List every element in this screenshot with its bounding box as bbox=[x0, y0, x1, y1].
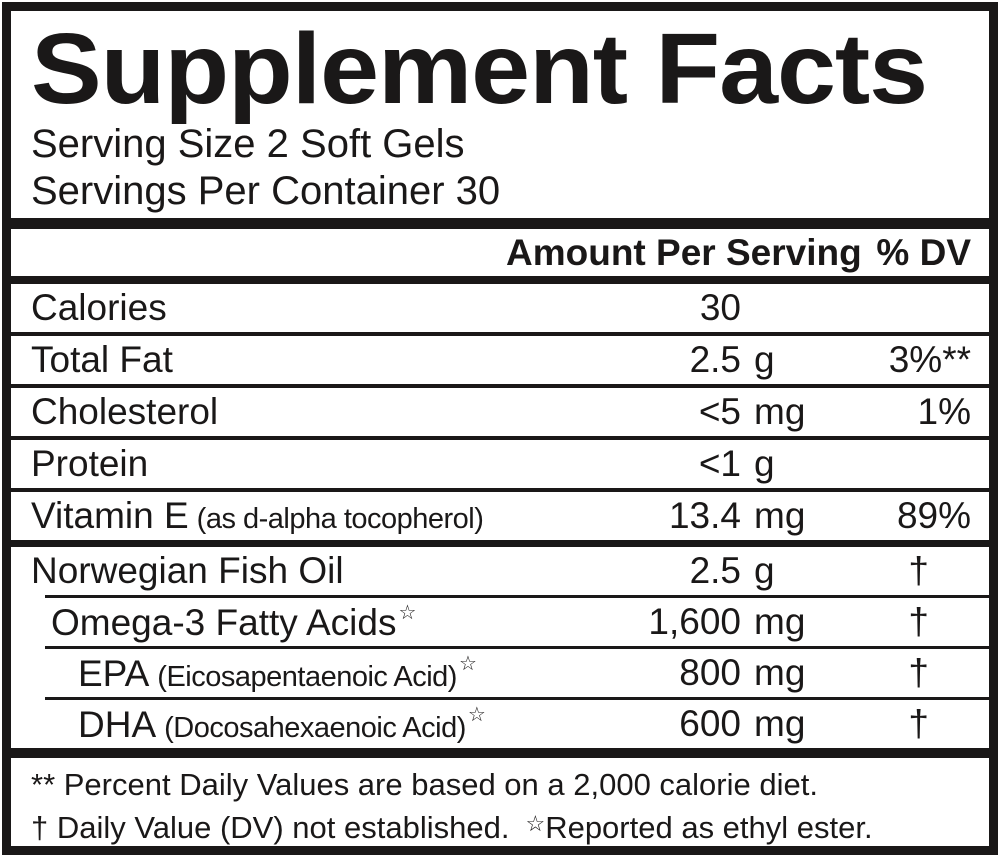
footnotes: ** Percent Daily Values are based on a 2… bbox=[11, 758, 989, 846]
nutrient-dv: 3%** bbox=[888, 339, 971, 380]
amount-per-serving-header: Amount Per Serving bbox=[506, 231, 862, 273]
nutrient-dv: † bbox=[908, 652, 929, 693]
row-epa: EPA (Eicosapentaenoic Acid) ☆ 800 mg † bbox=[45, 646, 989, 697]
row-norwegian-fish-oil: Norwegian Fish Oil 2.5 g † bbox=[11, 540, 989, 595]
nutrient-dv: † bbox=[908, 601, 929, 642]
row-calories: Calories 30 bbox=[11, 284, 989, 332]
ethyl-ester-star-icon: ☆ bbox=[525, 811, 546, 836]
nutrient-name: Norwegian Fish Oil bbox=[31, 550, 344, 591]
row-vitamin-e: Vitamin E (as d-alpha tocopherol) 13.4 mg … bbox=[11, 488, 989, 540]
label-title: Supplement Facts bbox=[31, 13, 928, 125]
percent-dv-header: % DV bbox=[876, 231, 971, 273]
nutrient-name-detail: (as d-alpha tocopherol) bbox=[196, 503, 484, 535]
ethyl-ester-star-icon: ☆ bbox=[458, 653, 477, 675]
nutrient-amount: 30 bbox=[699, 287, 741, 328]
row-protein: Protein <1 g bbox=[11, 436, 989, 488]
nutrient-name-detail: (Eicosapentaenoic Acid) bbox=[157, 661, 457, 693]
ethyl-ester-star-icon: ☆ bbox=[398, 602, 417, 624]
nutrient-amount: 2.5 g bbox=[689, 550, 775, 591]
footnote-daily-value: † Daily Value (DV) not established. ☆Repo… bbox=[31, 810, 873, 845]
ethyl-ester-star-icon: ☆ bbox=[467, 704, 486, 726]
nutrient-amount: 800 mg bbox=[679, 652, 806, 693]
row-total-fat: Total Fat 2.5 g 3%** bbox=[11, 332, 989, 384]
nutrient-amount: 2.5 g bbox=[689, 339, 775, 380]
thick-divider-header bbox=[11, 276, 989, 284]
row-cholesterol: Cholesterol <5 mg 1% bbox=[11, 384, 989, 436]
label-header: Supplement Facts Serving Size 2 Soft Gel… bbox=[11, 11, 989, 218]
row-omega-3-fatty-acids: Omega-3 Fatty Acids ☆ 1,600 mg † bbox=[45, 595, 989, 646]
nutrient-name: Omega-3 Fatty Acids ☆ bbox=[51, 602, 417, 643]
row-dha: DHA (Docosahexaenoic Acid) ☆ 600 mg † bbox=[45, 697, 989, 748]
thick-divider-footnote bbox=[11, 748, 989, 758]
thick-divider-top bbox=[11, 218, 989, 229]
nutrient-name: DHA (Docosahexaenoic Acid) ☆ bbox=[78, 704, 486, 745]
nutrient-dv: 1% bbox=[917, 391, 971, 432]
nutrient-dv: † bbox=[908, 703, 929, 744]
nutrient-amount: 1,600 mg bbox=[648, 601, 806, 642]
nutrient-amount: <5 mg bbox=[698, 391, 806, 432]
serving-size: Serving Size 2 Soft Gels bbox=[31, 122, 465, 166]
nutrient-name: Calories bbox=[31, 287, 167, 328]
nutrient-dv: 89% bbox=[896, 495, 971, 536]
nutrient-name: Protein bbox=[31, 443, 149, 484]
nutrient-name-detail: (Docosahexaenoic Acid) bbox=[164, 712, 466, 744]
nutrient-dv: † bbox=[908, 550, 929, 591]
nutrient-amount: <1 g bbox=[698, 443, 775, 484]
column-header-row: Amount Per Serving % DV bbox=[11, 229, 989, 276]
nutrient-amount: 13.4 mg bbox=[668, 495, 806, 536]
nutrient-name: Vitamin E (as d-alpha tocopherol) bbox=[31, 495, 484, 536]
footnote-percent-dv: ** Percent Daily Values are based on a 2… bbox=[31, 767, 818, 802]
nutrient-rows: Calories 30 Total Fat 2.5 g 3%** Choleste… bbox=[11, 284, 989, 748]
nutrient-name: EPA (Eicosapentaenoic Acid) ☆ bbox=[78, 653, 477, 694]
servings-per-container: Servings Per Container 30 bbox=[31, 169, 501, 213]
nutrient-name: Total Fat bbox=[31, 339, 173, 380]
nutrient-name: Cholesterol bbox=[31, 391, 219, 432]
nutrient-amount: 600 mg bbox=[679, 703, 806, 744]
